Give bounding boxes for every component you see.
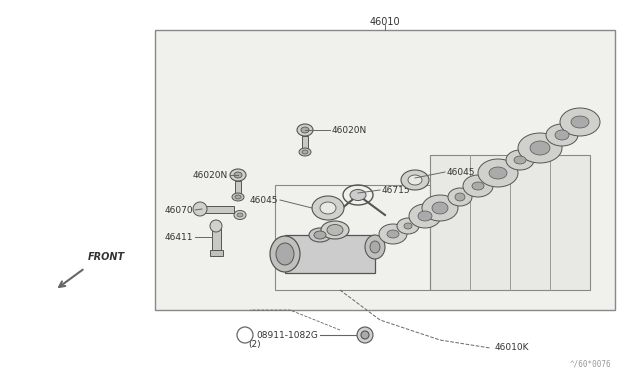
Ellipse shape — [301, 127, 309, 133]
Bar — [202, 206, 234, 213]
Ellipse shape — [432, 202, 448, 214]
Ellipse shape — [463, 175, 493, 197]
Ellipse shape — [237, 213, 243, 217]
Bar — [212, 228, 221, 250]
Ellipse shape — [555, 130, 569, 140]
Ellipse shape — [309, 228, 331, 242]
Ellipse shape — [312, 196, 344, 220]
Circle shape — [193, 202, 207, 216]
Text: 46020N: 46020N — [332, 125, 367, 135]
Circle shape — [361, 331, 369, 339]
Bar — [302, 136, 308, 152]
Ellipse shape — [409, 204, 441, 228]
Ellipse shape — [448, 188, 472, 206]
Ellipse shape — [327, 224, 343, 235]
Ellipse shape — [230, 169, 246, 181]
Text: FRONT: FRONT — [88, 252, 125, 262]
Ellipse shape — [489, 167, 507, 179]
Ellipse shape — [297, 124, 313, 136]
Ellipse shape — [422, 195, 458, 221]
Ellipse shape — [571, 116, 589, 128]
Text: 46020N: 46020N — [193, 170, 228, 180]
Bar — [285, 235, 375, 273]
Ellipse shape — [235, 195, 241, 199]
Text: 46045: 46045 — [250, 196, 278, 205]
Ellipse shape — [299, 148, 311, 156]
Text: 46070: 46070 — [164, 205, 193, 215]
Ellipse shape — [234, 172, 242, 178]
Bar — [210, 250, 223, 256]
Ellipse shape — [321, 221, 349, 239]
Ellipse shape — [302, 150, 308, 154]
Ellipse shape — [455, 193, 465, 201]
Ellipse shape — [401, 170, 429, 190]
Ellipse shape — [472, 182, 484, 190]
Ellipse shape — [370, 241, 380, 253]
Ellipse shape — [350, 189, 366, 201]
Ellipse shape — [560, 108, 600, 136]
Text: 08911-1082G: 08911-1082G — [256, 330, 318, 340]
Text: 46010: 46010 — [370, 17, 400, 27]
Circle shape — [357, 327, 373, 343]
Ellipse shape — [379, 224, 407, 244]
Ellipse shape — [404, 223, 412, 229]
Ellipse shape — [365, 235, 385, 259]
Bar — [275, 185, 430, 290]
Text: 46715: 46715 — [382, 186, 411, 195]
Text: 46411: 46411 — [164, 232, 193, 241]
Ellipse shape — [232, 193, 244, 201]
Text: ^/60*0076: ^/60*0076 — [570, 359, 612, 369]
Ellipse shape — [234, 211, 246, 219]
Ellipse shape — [506, 150, 534, 170]
Bar — [430, 155, 590, 290]
Circle shape — [210, 220, 222, 232]
Bar — [235, 181, 241, 197]
Ellipse shape — [387, 230, 399, 238]
Circle shape — [237, 327, 253, 343]
Ellipse shape — [408, 175, 422, 185]
Ellipse shape — [418, 211, 432, 221]
Ellipse shape — [314, 231, 326, 239]
Text: N: N — [242, 330, 248, 340]
Bar — [155, 30, 615, 310]
Ellipse shape — [514, 156, 526, 164]
Ellipse shape — [276, 243, 294, 265]
Text: 46045: 46045 — [447, 167, 476, 176]
Ellipse shape — [478, 159, 518, 187]
Ellipse shape — [546, 124, 578, 146]
Text: 46010K: 46010K — [495, 343, 529, 353]
Ellipse shape — [320, 202, 336, 214]
Ellipse shape — [270, 236, 300, 272]
Ellipse shape — [530, 141, 550, 155]
Text: (2): (2) — [248, 340, 260, 350]
Ellipse shape — [397, 218, 419, 234]
Ellipse shape — [518, 133, 562, 163]
